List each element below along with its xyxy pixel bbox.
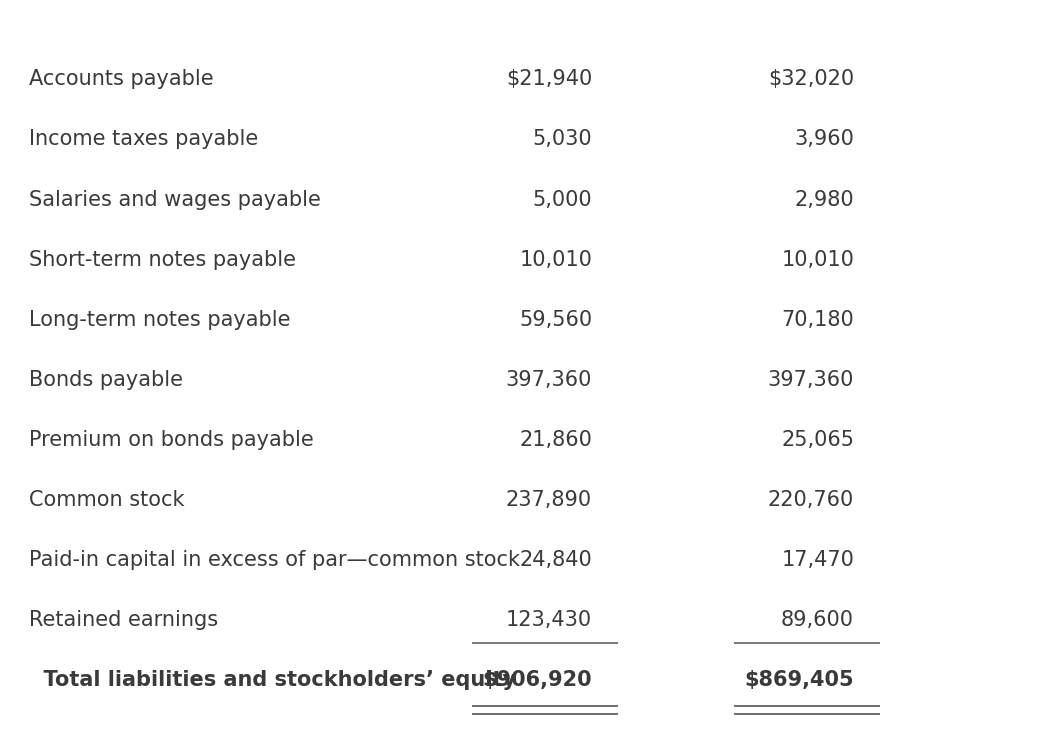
Text: 5,030: 5,030 (532, 129, 592, 150)
Text: 123,430: 123,430 (506, 610, 592, 631)
Text: Premium on bonds payable: Premium on bonds payable (29, 430, 314, 450)
Text: 2,980: 2,980 (794, 190, 854, 209)
Text: 220,760: 220,760 (768, 490, 854, 510)
Text: Total liabilities and stockholders’ equity: Total liabilities and stockholders’ equi… (29, 671, 517, 690)
Text: 25,065: 25,065 (781, 430, 854, 450)
Text: Bonds payable: Bonds payable (29, 370, 183, 390)
Text: Paid-in capital in excess of par—common stock: Paid-in capital in excess of par—common … (29, 550, 521, 570)
Text: 10,010: 10,010 (519, 249, 592, 270)
Text: 237,890: 237,890 (506, 490, 592, 510)
Text: Common stock: Common stock (29, 490, 184, 510)
Text: 397,360: 397,360 (768, 370, 854, 390)
Text: Salaries and wages payable: Salaries and wages payable (29, 190, 322, 209)
Text: Accounts payable: Accounts payable (29, 70, 214, 89)
Text: 24,840: 24,840 (520, 550, 592, 570)
Text: 17,470: 17,470 (781, 550, 854, 570)
Text: $869,405: $869,405 (744, 671, 854, 690)
Text: $906,920: $906,920 (482, 671, 592, 690)
Text: 5,000: 5,000 (532, 190, 592, 209)
Text: 21,860: 21,860 (519, 430, 592, 450)
Text: Short-term notes payable: Short-term notes payable (29, 249, 297, 270)
Text: Long-term notes payable: Long-term notes payable (29, 310, 291, 330)
Text: 70,180: 70,180 (782, 310, 854, 330)
Text: Retained earnings: Retained earnings (29, 610, 218, 631)
Text: 59,560: 59,560 (519, 310, 592, 330)
Text: Income taxes payable: Income taxes payable (29, 129, 259, 150)
Text: $32,020: $32,020 (768, 70, 854, 89)
Text: 3,960: 3,960 (794, 129, 854, 150)
Text: 10,010: 10,010 (781, 249, 854, 270)
Text: 89,600: 89,600 (781, 610, 854, 631)
Text: $21,940: $21,940 (506, 70, 592, 89)
Text: 397,360: 397,360 (506, 370, 592, 390)
